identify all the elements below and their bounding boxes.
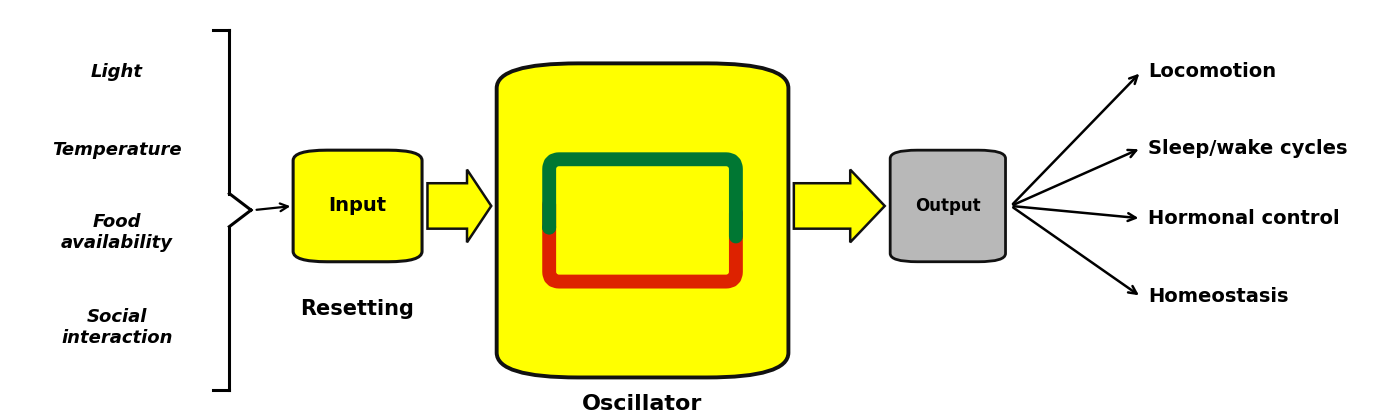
FancyBboxPatch shape [497,64,788,377]
Text: Hormonal control: Hormonal control [1148,209,1339,228]
Text: Sleep/wake cycles: Sleep/wake cycles [1148,139,1347,158]
Text: Locomotion: Locomotion [1148,62,1276,81]
Text: Social
interaction: Social interaction [61,308,173,347]
FancyBboxPatch shape [294,150,422,262]
FancyBboxPatch shape [889,150,1005,262]
Text: Input: Input [329,196,387,215]
Text: Homeostasis: Homeostasis [1148,288,1289,306]
Text: Food
availability: Food availability [61,214,173,252]
FancyArrowPatch shape [550,204,736,282]
Text: Resetting: Resetting [299,299,413,319]
Text: Temperature: Temperature [52,141,181,159]
Text: Oscillator: Oscillator [582,394,703,414]
Text: Output: Output [915,197,981,215]
FancyArrow shape [427,170,491,242]
FancyArrowPatch shape [550,159,736,237]
FancyArrow shape [793,170,885,242]
Text: Light: Light [90,63,143,81]
